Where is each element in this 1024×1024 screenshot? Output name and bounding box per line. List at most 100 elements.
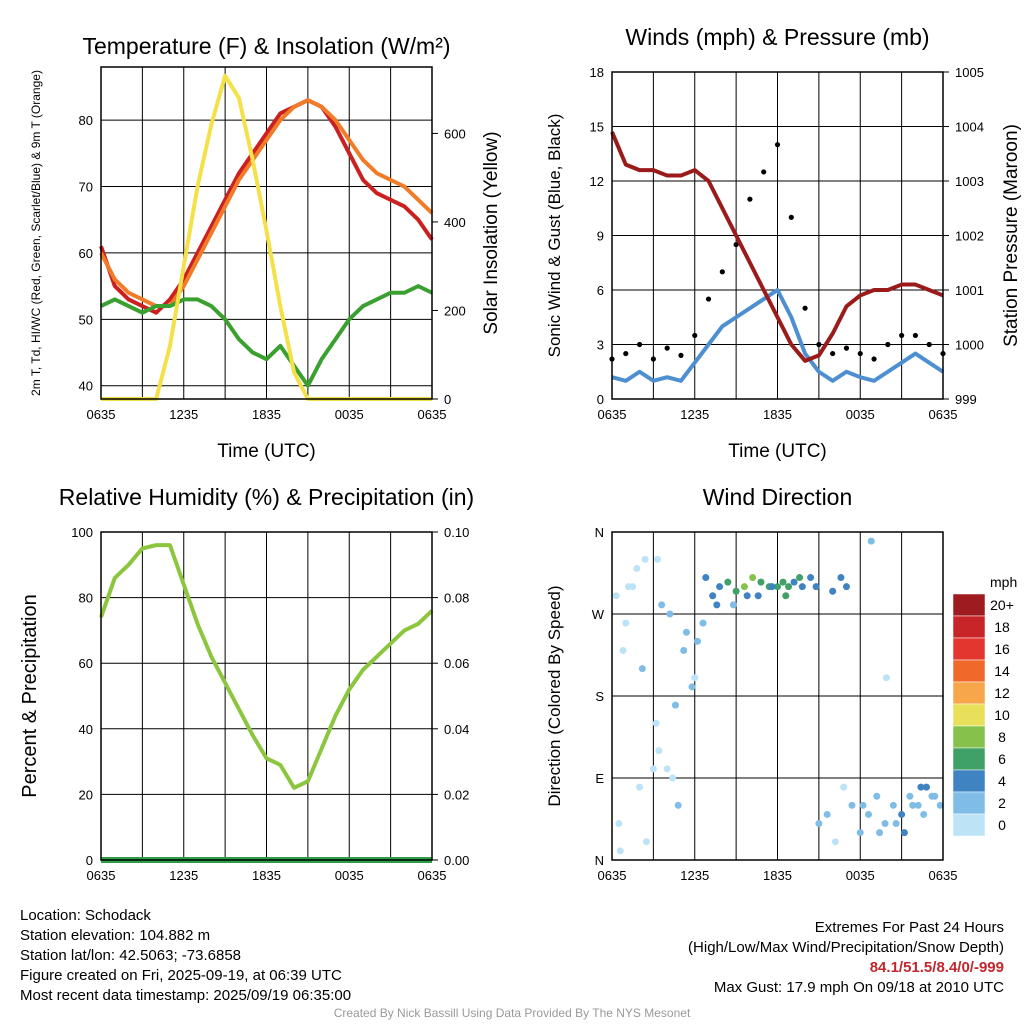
- chart-panel-3: Relative Humidity (%) & Precipitation (i…: [19, 484, 474, 883]
- y-tick-label: 60: [79, 246, 93, 261]
- colorbar-swatch: [952, 615, 986, 639]
- gust-point: [899, 332, 905, 339]
- y2-axis-label: Solar Insolation (Yellow): [481, 131, 502, 334]
- gust-point: [912, 332, 919, 339]
- wind-direction-point: [732, 587, 740, 595]
- y-tick-label: 80: [79, 113, 93, 128]
- wind-direction-point: [774, 583, 781, 591]
- colorbar-label: 6: [998, 751, 1006, 767]
- series-line: [99, 98, 434, 315]
- chart-title: Winds (mph) & Pressure (mb): [625, 24, 929, 50]
- wind-direction-point: [807, 574, 815, 582]
- station-info: Location: Schodack Station elevation: 10…: [20, 906, 351, 1006]
- wind-direction-point: [796, 574, 804, 582]
- y2-tick-label: 999: [955, 392, 977, 407]
- y2-tick-label: 1005: [955, 65, 984, 80]
- wind-direction-point: [616, 847, 624, 855]
- colorbar-label: 2: [998, 795, 1006, 811]
- y2-tick-label: 400: [444, 215, 466, 230]
- y2-tick-label: 0.08: [444, 591, 469, 606]
- wind-direction-point: [702, 574, 710, 582]
- x-tick-label: 1235: [169, 868, 198, 883]
- extremes-values: 84.1/51.5/8.4/0/-999: [869, 959, 1004, 976]
- wind-direction-point: [633, 564, 641, 572]
- gust-point: [636, 341, 643, 348]
- y-tick-label: E: [595, 771, 604, 786]
- y-tick-label: 50: [79, 312, 93, 327]
- wind-direction-point: [682, 628, 690, 636]
- recent-data-text: Most recent data timestamp: 2025/09/19 0…: [20, 987, 352, 1004]
- wind-direction-point: [688, 683, 696, 691]
- colorbar-swatch: [952, 659, 986, 683]
- y2-tick-label: 1001: [955, 283, 984, 298]
- wind-direction-point: [749, 574, 757, 582]
- wind-direction-point: [694, 637, 702, 645]
- colorbar-swatch: [952, 637, 986, 661]
- x-axis-label: Time (UTC): [728, 441, 827, 462]
- plot-frame: [611, 531, 944, 861]
- y-tick-label: 0: [597, 392, 604, 407]
- y2-tick-label: 0.00: [444, 853, 469, 868]
- y-tick-label: 40: [79, 722, 93, 737]
- wind-direction-point: [674, 801, 682, 809]
- gust-point: [678, 352, 684, 358]
- y2-tick-label: 0.04: [444, 722, 469, 737]
- chart-panel-1: Temperature (F) & Insolation (W/m²) 40 50 6…: [29, 33, 502, 462]
- colorbar-swatch: [952, 703, 986, 727]
- wind-direction-point: [867, 537, 875, 545]
- gust-point: [802, 305, 808, 311]
- y-tick-label: 3: [597, 338, 604, 353]
- extremes-title: Extremes For Past 24 Hours: [814, 919, 1004, 936]
- colorbar-swatch: [952, 747, 986, 771]
- wind-direction-point: [691, 674, 699, 682]
- wind-direction-point: [638, 665, 646, 673]
- wind-direction-point: [779, 578, 787, 586]
- colorbar-swatch: [952, 593, 986, 617]
- wind-direction-point: [920, 810, 928, 818]
- y-tick-label: 9: [597, 229, 604, 244]
- wind-direction-point: [612, 592, 620, 600]
- colorbar-swatch: [952, 791, 986, 815]
- y-axis-label: Sonic Wind & Gust (Blue, Black): [545, 114, 564, 358]
- x-tick-label: 0635: [87, 868, 116, 883]
- wind-direction-point: [782, 592, 790, 600]
- wind-direction-point: [754, 592, 762, 600]
- x-tick-label: 0635: [87, 407, 116, 422]
- wind-direction-point: [743, 592, 751, 600]
- wind-direction-point: [658, 601, 666, 609]
- wind-direction-point: [831, 838, 839, 846]
- wind-direction-point: [859, 801, 867, 809]
- series-line: [610, 131, 944, 363]
- x-tick-label: 0635: [598, 868, 627, 883]
- y2-tick-label: 600: [444, 126, 466, 141]
- gust-point: [733, 241, 739, 248]
- x-tick-label: 0635: [598, 407, 627, 422]
- y2-tick-label: 0.06: [444, 656, 469, 671]
- wind-direction-point: [936, 801, 944, 809]
- x-tick-label: 0035: [335, 868, 364, 883]
- wind-direction-point: [812, 583, 820, 591]
- wind-direction-point: [848, 801, 856, 809]
- max-gust-text: Max Gust: 17.9 mph On 09/18 at 2010 UTC: [713, 979, 1004, 996]
- x-tick-label: 0635: [929, 407, 958, 422]
- x-axis-label: Time (UTC): [217, 441, 316, 462]
- gust-point: [830, 350, 836, 357]
- gust-point: [692, 332, 698, 339]
- wind-direction-point: [654, 555, 662, 563]
- wind-direction-point: [740, 583, 748, 591]
- colorbar-label: 4: [998, 773, 1006, 789]
- wind-direction-point: [876, 829, 884, 837]
- wind-direction-point: [914, 801, 922, 809]
- wind-direction-point: [716, 583, 724, 591]
- wind-direction-point: [709, 592, 717, 600]
- y2-tick-label: 200: [444, 303, 466, 318]
- wind-direction-point: [669, 774, 677, 782]
- wind-direction-point: [615, 820, 623, 828]
- wind-direction-point: [785, 583, 793, 591]
- y-tick-label: 6: [597, 283, 604, 298]
- x-tick-label: 0035: [846, 407, 875, 422]
- chart-title: Wind Direction: [703, 484, 853, 510]
- wind-direction-point: [699, 619, 707, 627]
- plot-frame: [100, 66, 433, 400]
